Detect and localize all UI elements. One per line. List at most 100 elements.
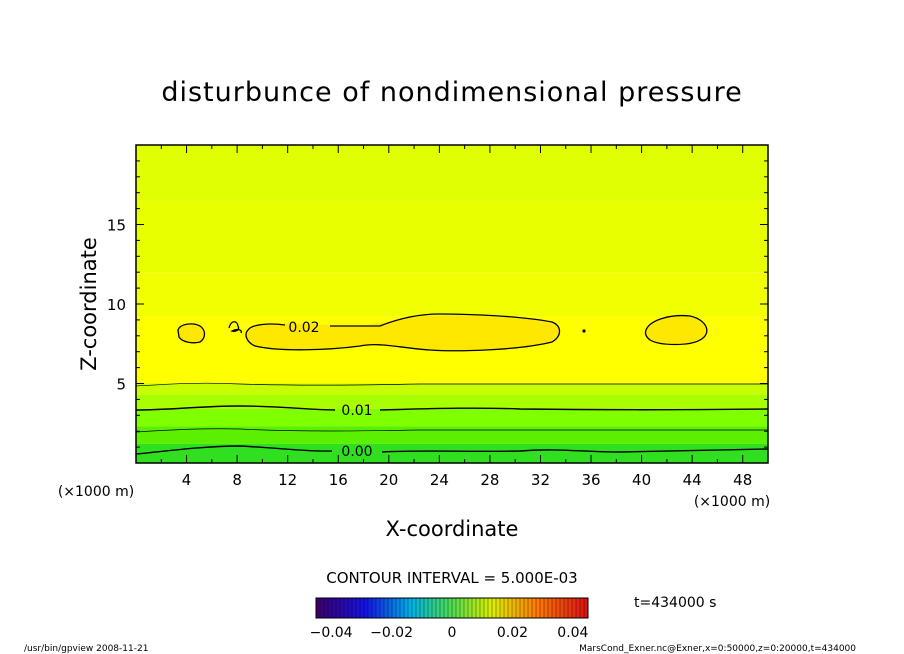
colorbar-cell: [472, 598, 476, 618]
colorbar-cell: [468, 598, 472, 618]
contour-000: [136, 445, 768, 455]
y-tick-label: 15: [107, 217, 126, 235]
colorbar-tick-label: 0.02: [497, 625, 528, 641]
colorbar-cell: [400, 598, 404, 618]
contour-label-001: 0.01: [341, 403, 372, 419]
colorbar-cell: [364, 598, 368, 618]
colorbar-cell: [384, 598, 388, 618]
colorbar-cell: [368, 598, 372, 618]
colorbar-cell: [336, 598, 340, 618]
colorbar-cell: [476, 598, 480, 618]
colorbar-cell: [392, 598, 396, 618]
colorbar-cell: [376, 598, 380, 618]
x-axis-label: X-coordinate: [386, 517, 519, 541]
colorbar-cell: [568, 598, 572, 618]
x-unit-label-right: (×1000 m): [694, 494, 770, 510]
colorbar-cell: [344, 598, 348, 618]
colorbar-cell: [396, 598, 400, 618]
x-tick-label: 36: [581, 471, 600, 489]
shade-band-8: [136, 443, 768, 463]
colorbar-cell: [528, 598, 532, 618]
chart-title: disturbunce of nondimensional pressure: [161, 77, 742, 108]
x-tick-label: 20: [379, 471, 398, 489]
x-tick-label: 12: [278, 471, 297, 489]
colorbar-cell: [544, 598, 548, 618]
colorbar-cell: [560, 598, 564, 618]
colorbar-cell: [432, 598, 436, 618]
x-tick-label: 48: [733, 471, 752, 489]
colorbar-cell: [580, 598, 584, 618]
contour-002-left: [177, 323, 206, 344]
colorbar-cell: [372, 598, 376, 618]
contour-interval-label: CONTOUR INTERVAL = 5.000E-03: [326, 569, 577, 587]
colorbar-cell: [496, 598, 500, 618]
colorbar: [315, 598, 588, 618]
colorbar-cell: [548, 598, 552, 618]
x-tick-label: 16: [329, 471, 348, 489]
colorbar-cell: [416, 598, 420, 618]
shade-band-4: [136, 383, 768, 395]
colorbar-cell: [316, 598, 320, 618]
colorbar-cell: [500, 598, 504, 618]
colorbar-cell: [448, 598, 452, 618]
contour-label-002: 0.02: [288, 320, 319, 336]
x-tick-label: 24: [430, 471, 449, 489]
colorbar-cell: [516, 598, 520, 618]
colorbar-cell: [504, 598, 508, 618]
colorbar-cell: [572, 598, 576, 618]
colorbar-cell: [408, 598, 412, 618]
colorbar-cell: [420, 598, 424, 618]
colorbar-cell: [480, 598, 484, 618]
colorbar-cell: [340, 598, 344, 618]
colorbar-cell: [436, 598, 440, 618]
colorbar-cell: [332, 598, 336, 618]
shade-band-1: [136, 200, 768, 273]
colorbar-cell: [540, 598, 544, 618]
colorbar-cell: [360, 598, 364, 618]
footer-right: MarsCond_Exner.nc@Exner,x=0:50000,z=0:20…: [579, 644, 856, 654]
colorbar-cell: [464, 598, 468, 618]
colorbar-frame: [315, 597, 589, 619]
colorbar-cell: [488, 598, 492, 618]
colorbar-tick-labels: −0.04 −0.02 0 0.02 0.04: [310, 625, 589, 641]
colorbar-cell: [324, 598, 328, 618]
x-tick-label: 40: [632, 471, 651, 489]
contour-002-dot: [582, 329, 586, 333]
contour-label-000: 0.00: [341, 444, 372, 460]
time-label: t=434000 s: [634, 595, 716, 611]
colorbar-cell: [456, 598, 460, 618]
max-regions: [178, 315, 707, 351]
shade-band-2: [136, 272, 768, 317]
colorbar-cell: [536, 598, 540, 618]
axis-ticks: [136, 145, 768, 463]
colorbar-cell: [348, 598, 352, 618]
colorbar-cell: [424, 598, 428, 618]
colorbar-tick-label: 0.04: [557, 625, 588, 641]
x-tick-label: 4: [182, 471, 192, 489]
colorbar-tick-label: 0: [448, 625, 457, 641]
shade-band-6: [136, 408, 768, 427]
colorbar-cell: [440, 598, 444, 618]
colorbar-cell: [484, 598, 488, 618]
colorbar-cell: [532, 598, 536, 618]
x-tick-label: 44: [683, 471, 702, 489]
footer-left: /usr/bin/gpview 2008-11-21: [24, 644, 148, 654]
x-tick-label: 32: [531, 471, 550, 489]
contour-002-small: [228, 321, 243, 334]
shade-band-5: [136, 394, 768, 409]
y-axis-label: Z-coordinate: [77, 237, 101, 371]
colorbar-cell: [576, 598, 580, 618]
colorbar-cell: [404, 598, 408, 618]
colorbar-cell: [352, 598, 356, 618]
colorbar-cell: [520, 598, 524, 618]
colorbar-cell: [320, 598, 324, 618]
x-tick-label: 8: [232, 471, 242, 489]
colorbar-cell: [524, 598, 528, 618]
colorbar-cell: [412, 598, 416, 618]
contour-0015: [136, 382, 768, 387]
colorbar-cell: [460, 598, 464, 618]
colorbar-cell: [444, 598, 448, 618]
colorbar-cell: [552, 598, 556, 618]
colorbar-cell: [388, 598, 392, 618]
